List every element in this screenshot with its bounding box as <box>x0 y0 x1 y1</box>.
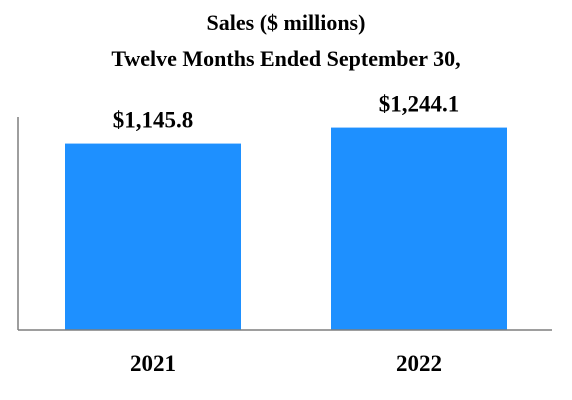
bar-2021 <box>65 143 241 330</box>
x-tick-label-2021: 2021 <box>130 351 176 376</box>
axis-layer: 2021 2022 <box>17 117 552 376</box>
bars-layer: $1,145.8 $1,244.1 <box>65 92 507 330</box>
data-label-2021: $1,145.8 <box>113 108 194 133</box>
chart-title: Sales ($ millions) <box>207 10 366 35</box>
x-tick-label-2022: 2022 <box>396 351 442 376</box>
data-label-2022: $1,244.1 <box>379 92 460 117</box>
bar-2022 <box>331 127 507 330</box>
chart-subtitle: Twelve Months Ended September 30, <box>111 46 460 71</box>
